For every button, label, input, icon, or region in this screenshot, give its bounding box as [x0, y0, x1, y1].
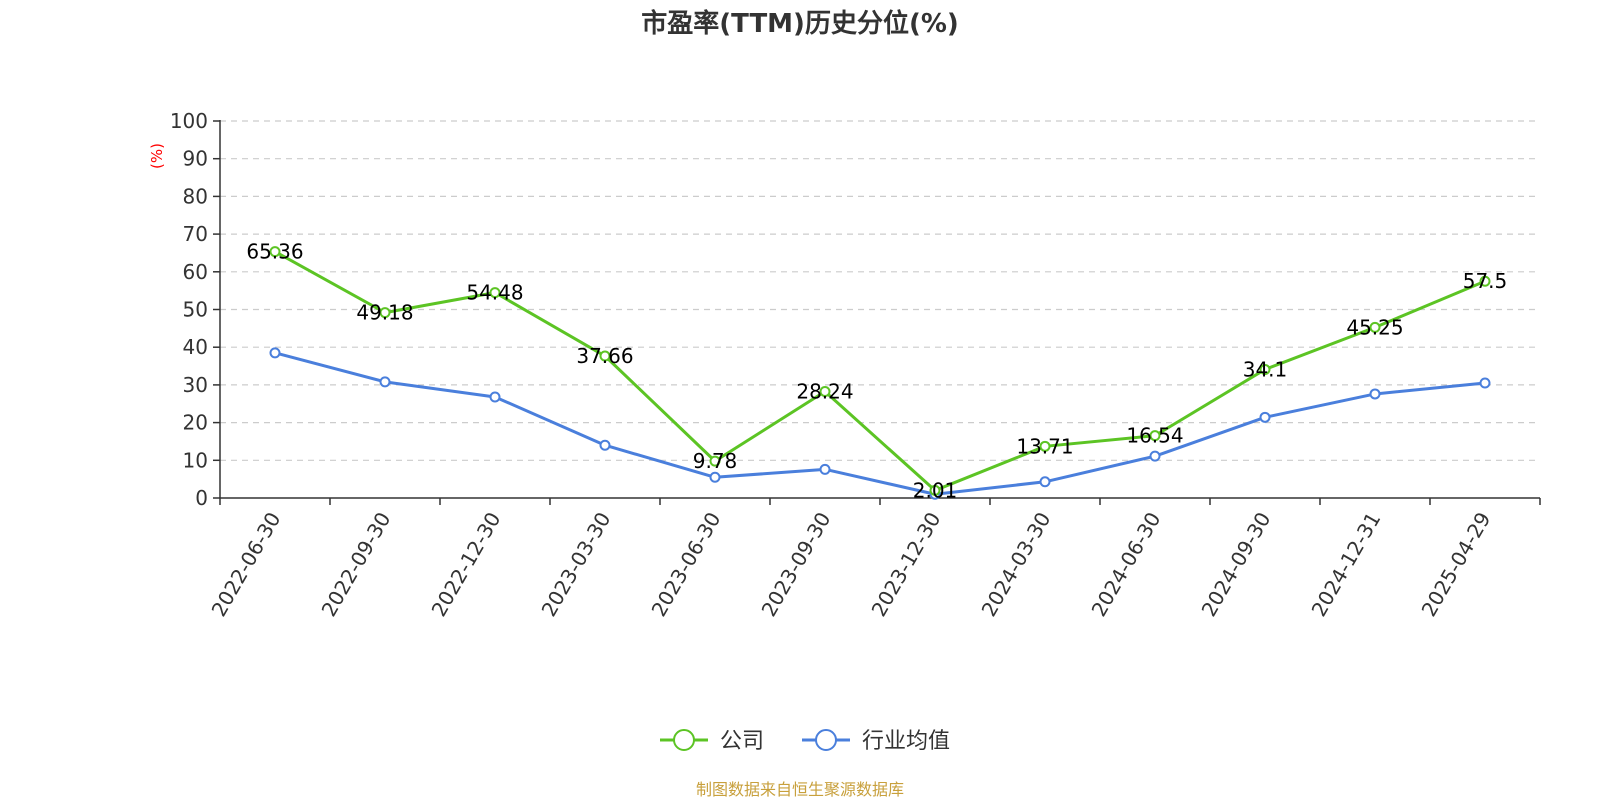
- data-point: [1369, 388, 1381, 400]
- data-point: [1479, 275, 1491, 287]
- data-point: [1369, 321, 1381, 333]
- data-point: [489, 287, 501, 299]
- data-point: [819, 463, 831, 475]
- data-label: 45.25: [1346, 315, 1403, 339]
- y-tick-label: 0: [195, 486, 208, 510]
- x-tick-label: 2022-06-30: [206, 508, 285, 621]
- data-point: [489, 391, 501, 403]
- data-point: [599, 350, 611, 362]
- data-point: [1259, 411, 1271, 423]
- data-label: 16.54: [1126, 424, 1183, 448]
- legend-label: 公司: [720, 729, 764, 754]
- series-line-1: [274, 351, 1486, 496]
- data-labels: 65.36 49.18 54.48 37.66 9.78 28.24 2.01 13.71 16…: [246, 240, 1507, 503]
- y-tick-label: 40: [183, 335, 208, 359]
- data-label: 65.36: [246, 240, 303, 264]
- data-label: 49.18: [356, 301, 413, 325]
- y-tick-label: 90: [183, 147, 208, 171]
- data-label: 13.71: [1016, 434, 1073, 458]
- data-point: [1039, 440, 1051, 452]
- data-label: 37.66: [576, 344, 633, 368]
- y-tick-label: 30: [183, 373, 208, 397]
- series-lines: [269, 246, 1491, 500]
- data-label: 28.24: [796, 380, 853, 404]
- data-point: [929, 484, 941, 496]
- legend-item-0[interactable]: 公司: [660, 729, 764, 754]
- x-tick-label: 2024-03-30: [976, 508, 1055, 621]
- data-label: 54.48: [466, 281, 523, 305]
- legend[interactable]: 公司 行业均值: [660, 729, 950, 754]
- data-point: [1149, 450, 1161, 462]
- data-point: [819, 386, 831, 398]
- y-tick-label: 20: [183, 411, 208, 435]
- data-point: [1259, 363, 1271, 375]
- y-tick-label: 80: [183, 184, 208, 208]
- data-point: [1479, 377, 1491, 389]
- data-point: [1039, 476, 1051, 488]
- data-label: 2.01: [913, 478, 958, 502]
- data-point: [269, 246, 281, 258]
- data-point: [379, 376, 391, 388]
- data-point: [379, 307, 391, 319]
- data-point: [709, 455, 721, 467]
- data-point: [709, 471, 721, 483]
- y-tick-label: 100: [170, 109, 208, 133]
- x-tick-label: 2024-12-31: [1306, 508, 1385, 621]
- source-note: 制图数据来自恒生聚源数据库: [696, 780, 904, 799]
- data-label: 57.5: [1463, 269, 1508, 293]
- series-line-0: [274, 250, 1486, 492]
- data-point: [599, 439, 611, 451]
- legend-label: 行业均值: [862, 729, 950, 754]
- legend-marker: [815, 729, 837, 751]
- y-axis-label: (%): [148, 143, 166, 169]
- x-tick-label: 2023-12-30: [866, 508, 945, 621]
- x-tick-label: 2023-06-30: [646, 508, 725, 621]
- x-tick-label: 2023-09-30: [756, 508, 835, 621]
- x-tick-label: 2024-09-30: [1196, 508, 1275, 621]
- x-tick-label: 2022-12-30: [426, 508, 505, 621]
- x-tick-label: 2022-09-30: [316, 508, 395, 621]
- grid: [220, 120, 1540, 461]
- legend-item-1[interactable]: 行业均值: [802, 729, 950, 754]
- data-label: 9.78: [693, 449, 738, 473]
- chart-title: 市盈率(TTM)历史分位(%): [641, 8, 959, 39]
- legend-marker: [673, 729, 695, 751]
- x-tick-label: 2024-06-30: [1086, 508, 1165, 621]
- y-tick-label: 10: [183, 448, 208, 472]
- y-tick-label: 60: [183, 260, 208, 284]
- data-point: [1149, 430, 1161, 442]
- x-tick-label: 2025-04-29: [1416, 508, 1495, 621]
- y-tick-label: 50: [183, 298, 208, 322]
- data-label: 34.1: [1243, 357, 1288, 381]
- axes: 0 10 20 30 40 50 60 70 80 90 100 2022-06-30 2022-09-…: [170, 109, 1541, 621]
- data-point: [269, 347, 281, 359]
- x-tick-label: 2023-03-30: [536, 508, 615, 621]
- y-tick-label: 70: [183, 222, 208, 246]
